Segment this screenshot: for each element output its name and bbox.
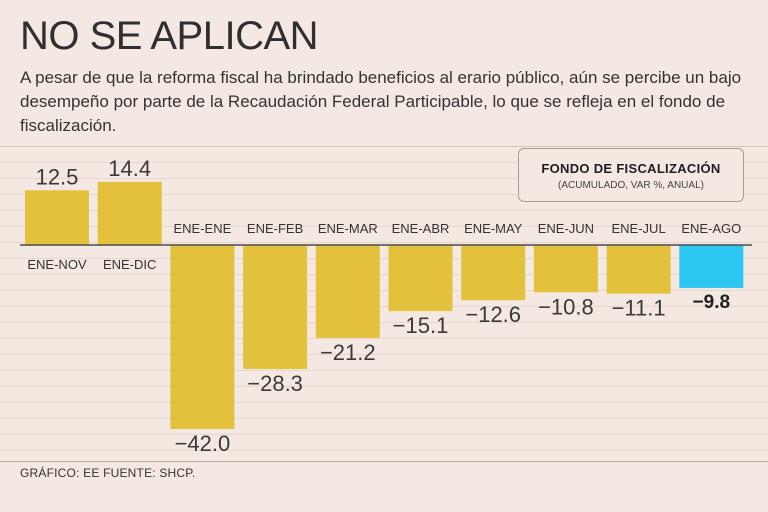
- category-label-ene-abr: ENE-ABR: [392, 221, 450, 236]
- category-label-ene-ene: ENE-ENE: [174, 221, 232, 236]
- legend-subtitle: (ACUMULADO, VAR %, ANUAL): [558, 180, 704, 191]
- value-label-ene-jun: −10.8: [538, 294, 594, 319]
- category-label-ene-feb: ENE-FEB: [247, 221, 303, 236]
- category-label-ene-ago: ENE-AGO: [681, 221, 741, 236]
- category-label-ene-nov: ENE-NOV: [27, 257, 87, 272]
- category-label-ene-dic: ENE-DIC: [103, 257, 156, 272]
- value-label-ene-jul: −11.1: [612, 296, 666, 321]
- bar-ene-mar: [315, 245, 380, 338]
- value-label-ene-feb: −28.3: [247, 371, 303, 396]
- bar-ene-feb: [243, 245, 308, 369]
- bar-ene-jun: [533, 245, 598, 293]
- value-label-ene-mar: −21.2: [320, 340, 376, 365]
- legend-title: FONDO DE FISCALIZACIÓN: [541, 161, 721, 176]
- bar-ene-dic: [97, 181, 162, 245]
- source-credit: GRÁFICO: EE FUENTE: SHCP.: [20, 466, 196, 480]
- bar-ene-ene: [170, 245, 235, 429]
- bar-ene-nov: [25, 190, 89, 246]
- bar-ene-may: [461, 245, 526, 301]
- chart-title: NO SE APLICAN: [20, 14, 319, 58]
- value-label-ene-dic: 14.4: [108, 156, 151, 181]
- value-label-ene-may: −12.6: [465, 302, 521, 327]
- bar-ene-abr: [388, 245, 453, 312]
- bar-ene-jul: [606, 245, 671, 294]
- category-label-ene-mar: ENE-MAR: [318, 221, 378, 236]
- category-label-ene-jul: ENE-JUL: [612, 221, 666, 236]
- value-label-ene-ago: −9.8: [693, 292, 731, 313]
- bar-ene-ago: [679, 245, 744, 288]
- category-label-ene-may: ENE-MAY: [464, 221, 523, 236]
- value-label-ene-abr: −15.1: [393, 313, 449, 338]
- value-label-ene-ene: −42.0: [175, 431, 231, 456]
- value-label-ene-nov: 12.5: [36, 164, 79, 189]
- bar-chart: 12.5 ENE-NOV 14.4 ENE-DIC −42.0 ENE-ENE −28.3 E…: [20, 156, 752, 456]
- category-label-ene-jun: ENE-JUN: [538, 221, 594, 236]
- legend-box: FONDO DE FISCALIZACIÓN (ACUMULADO, VAR %…: [518, 148, 744, 202]
- chart-subtitle: A pesar de que la reforma fiscal ha brin…: [20, 68, 742, 135]
